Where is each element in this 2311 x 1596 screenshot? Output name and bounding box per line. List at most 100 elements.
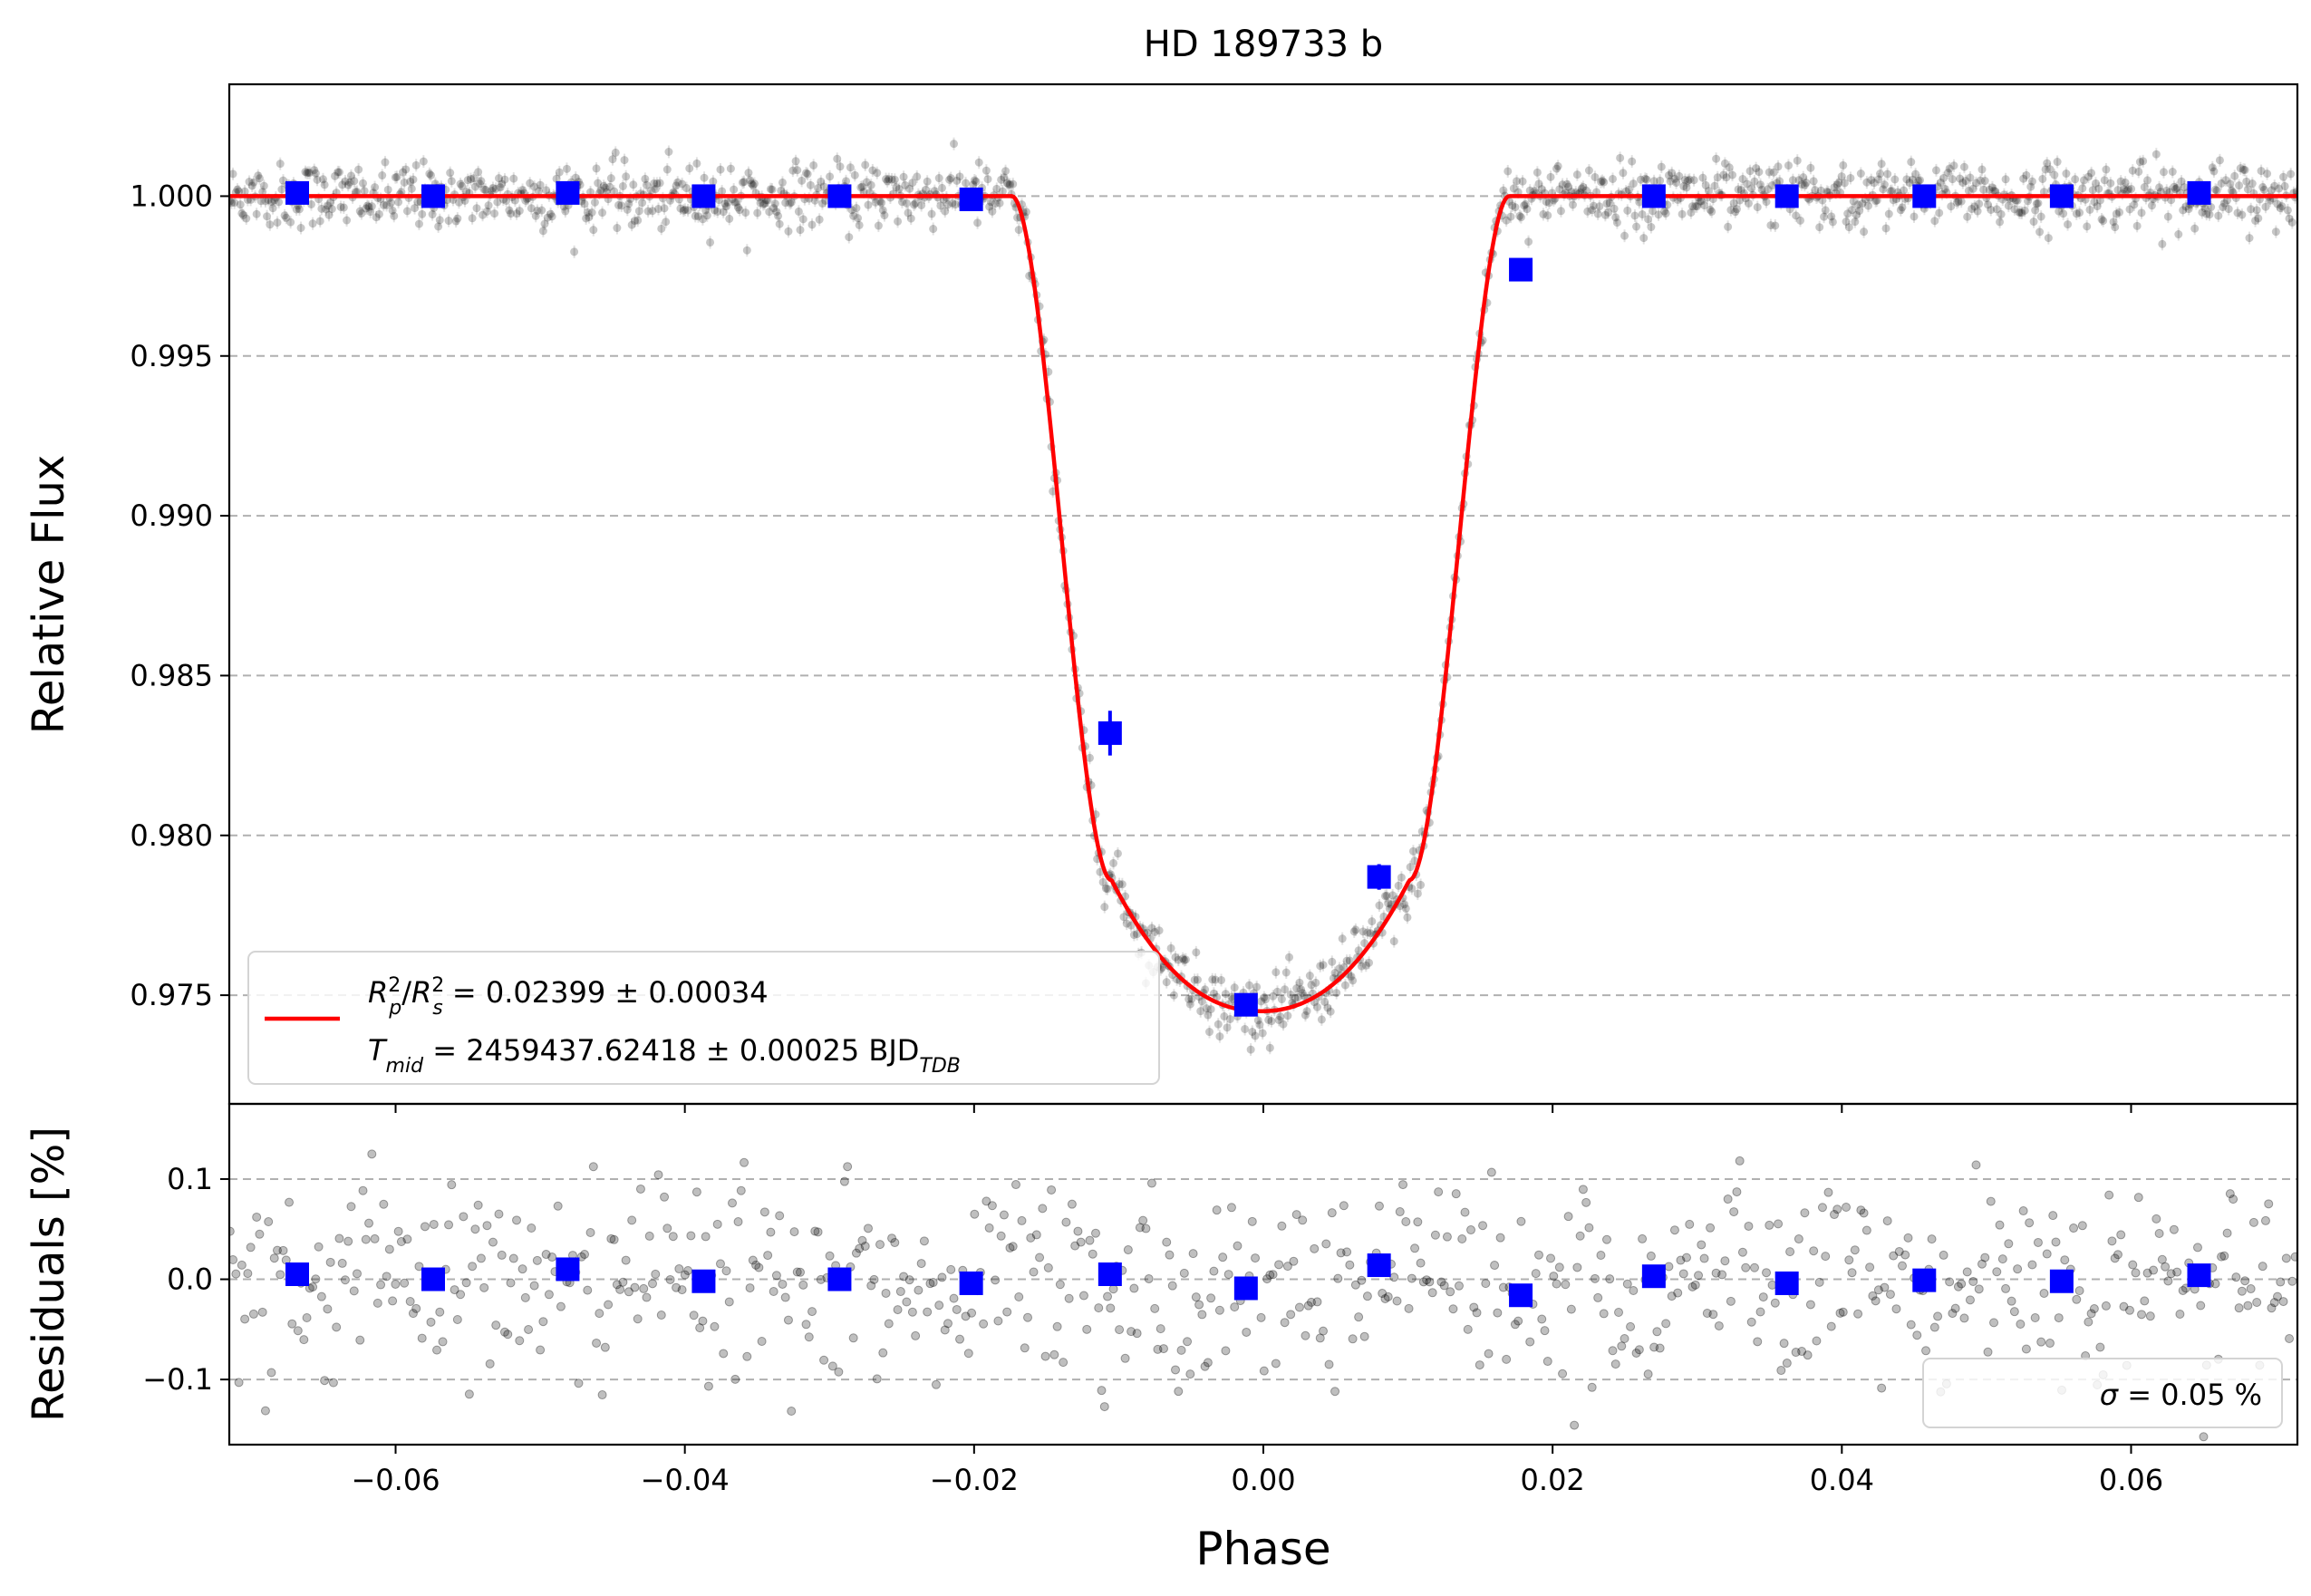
raw-flux-point [1628,157,1637,166]
raw-residual-point [807,1307,817,1317]
raw-flux-point [1619,169,1628,178]
raw-flux-point [866,180,875,189]
binned-residual-point [1367,1253,1391,1278]
raw-flux-point [769,204,778,213]
raw-residual-point [1681,1253,1691,1262]
raw-flux-point [683,206,692,215]
raw-residual-point [1554,1262,1564,1272]
raw-residual-point [724,1297,734,1307]
raw-flux-point [2106,179,2115,188]
raw-residual-point [1023,1312,1033,1322]
binned-flux-point [1509,257,1533,282]
raw-flux-point [1656,176,1665,185]
raw-flux-point [856,183,865,192]
raw-residual-point [604,1300,614,1310]
raw-residual-point [334,1233,344,1243]
raw-residual-point [595,1309,604,1319]
raw-residual-point [400,1278,410,1288]
raw-flux-point [855,220,864,229]
raw-flux-point [2217,179,2226,188]
raw-flux-point [1220,1011,1229,1020]
raw-flux-point [259,181,268,190]
raw-flux-point [458,181,467,190]
raw-flux-point [701,206,711,215]
flux-y-tick-label: 0.980 [130,818,213,853]
raw-flux-point [229,197,235,206]
raw-flux-point [1775,177,1784,186]
raw-residual-point [2048,1211,2058,1221]
raw-flux-point [904,208,913,218]
raw-flux-point [537,206,546,215]
raw-flux-point [913,172,922,181]
raw-residual-point [1020,1343,1030,1353]
raw-residual-point [1590,1273,1600,1283]
raw-flux-point [1827,212,1836,221]
raw-residual-point [308,1282,318,1292]
raw-flux-point [1710,181,1719,190]
raw-flux-point [1150,927,1159,936]
raw-flux-point [1209,989,1218,998]
raw-residual-point [1038,1204,1048,1214]
raw-flux-point [897,198,906,207]
raw-residual-point [1817,1203,1827,1213]
residuals-y-axis-label: Residuals [%] [24,1127,74,1422]
raw-flux-point [1213,992,1222,1001]
raw-flux-point [1605,198,1614,208]
raw-flux-point [765,208,774,217]
raw-residual-point [721,1266,731,1276]
raw-flux-point [2031,206,2040,215]
raw-flux-point [803,169,812,179]
raw-residual-point [447,1180,457,1190]
raw-flux-point [617,201,626,210]
raw-residual-point [1552,1279,1562,1289]
raw-flux-point [364,202,373,211]
raw-flux-point [2180,183,2189,192]
raw-residual-point [1986,1196,1996,1206]
raw-residual-point [532,1255,542,1265]
raw-flux-point [2090,198,2099,207]
raw-flux-point [1595,202,1604,211]
raw-flux-point [934,174,943,183]
raw-flux-point [2004,201,2013,210]
raw-flux-point [1757,185,1766,194]
raw-flux-point [1914,177,1923,186]
raw-flux-point [651,185,660,194]
raw-residual-point [1711,1268,1721,1278]
raw-flux-point [1248,1027,1257,1036]
raw-flux-point [1403,913,1412,922]
raw-flux-point [2245,234,2254,243]
raw-residual-point [328,1378,338,1388]
raw-flux-point [1583,207,1592,216]
raw-residual-point [243,1269,253,1279]
raw-residual-point [1230,1302,1240,1312]
raw-flux-point [798,176,807,185]
raw-flux-point [929,225,938,234]
raw-residual-point [266,1368,276,1378]
raw-flux-point [2010,205,2019,214]
raw-flux-point [1620,231,1629,240]
raw-flux-point [343,216,352,225]
raw-flux-point [343,180,353,189]
raw-flux-point [1668,169,1677,178]
raw-residual-point [438,1337,448,1347]
raw-residual-point [592,1338,602,1348]
raw-residual-point [1047,1185,1057,1195]
raw-residual-point [1076,1237,1086,1247]
raw-residual-point [473,1200,483,1210]
raw-flux-point [494,174,503,183]
raw-flux-point [546,209,556,218]
raw-flux-point [1729,198,1738,208]
raw-residual-point [2107,1236,2117,1246]
raw-residual-point [1797,1347,1807,1357]
raw-flux-point [2112,209,2121,218]
raw-residual-point [497,1250,507,1260]
raw-flux-point [311,169,320,178]
raw-residual-point [1439,1281,1449,1291]
raw-residual-point [662,1224,672,1233]
raw-residual-point [801,1320,811,1330]
raw-flux-point [310,166,319,175]
raw-residual-point [1212,1205,1222,1215]
raw-residual-point [1542,1357,1552,1367]
raw-residual-point [1803,1350,1813,1360]
raw-residual-point [1516,1216,1526,1226]
